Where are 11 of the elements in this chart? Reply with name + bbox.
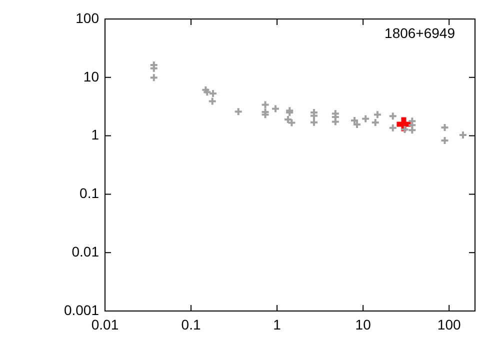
x-tick-label: 100 [437,316,461,332]
y-tick-label: 100 [76,10,100,26]
y-tick-label: 0.01 [72,243,100,260]
x-tick-label: 1 [273,316,282,332]
y-tick-label: 0.001 [64,302,100,318]
y-tick-label: 1 [91,126,100,143]
annotation: 1806+6949 [384,24,456,41]
y-tick-label: 10 [83,68,100,84]
x-tick-label: 10 [355,316,372,332]
y-tick-label: 0.1 [80,185,100,202]
x-tick-label: 0.1 [181,316,201,332]
